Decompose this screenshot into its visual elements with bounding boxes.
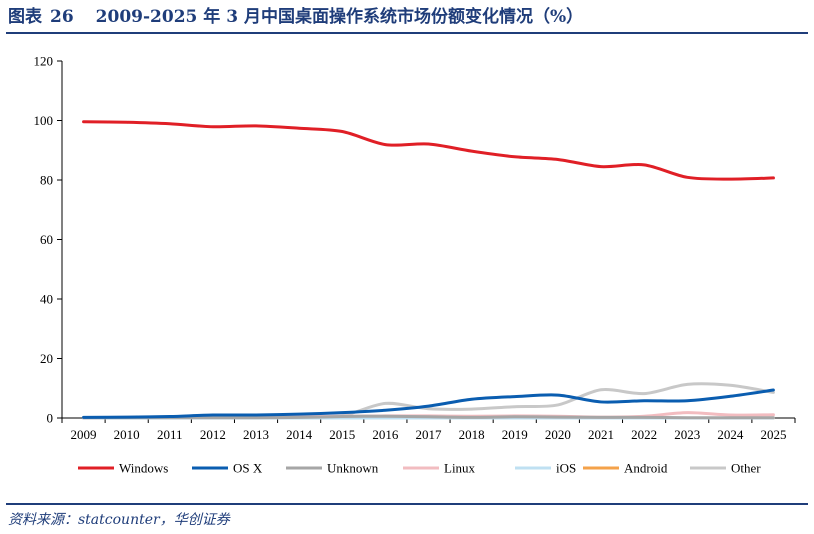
x-tick-label: 2024 — [717, 427, 744, 442]
legend-item-android: Android — [583, 461, 668, 476]
x-tick-label: 2010 — [114, 427, 140, 442]
x-tick-label: 2025 — [760, 427, 786, 442]
legend-item-os-x: OS X — [192, 461, 263, 476]
x-tick-label: 2016 — [372, 427, 399, 442]
legend-label: OS X — [233, 461, 263, 476]
x-tick-label: 2018 — [459, 427, 485, 442]
x-tick-label: 2011 — [157, 427, 183, 442]
figure-title-text: 2009-2025 年 3 月中国桌面操作系统市场份额变化情况（%） — [95, 7, 584, 27]
legend-item-unknown: Unknown — [286, 461, 379, 476]
x-tick-label: 2020 — [545, 427, 571, 442]
x-tick-label: 2015 — [329, 427, 355, 442]
x-tick-label: 2017 — [416, 427, 443, 442]
legend: Windows OS X Unknown Linux iOS Android Other — [78, 461, 761, 476]
legend-label: Unknown — [327, 461, 379, 476]
x-axis: 2009 2010 2011 2012 2013 2014 2015 2016 2017 2018… — [61, 417, 796, 442]
y-tick-label: 120 — [34, 54, 54, 69]
y-tick-label: 20 — [40, 351, 53, 366]
y-tick-label: 100 — [34, 113, 54, 128]
legend-label: iOS — [556, 461, 576, 476]
legend-item-ios: iOS — [515, 461, 576, 476]
figure-title: 图表 26 2009-2025 年 3 月中国桌面操作系统市场份额变化情况（%） — [8, 4, 583, 30]
legend-label: Other — [731, 461, 761, 476]
legend-label: Windows — [119, 461, 168, 476]
series-line-windows — [82, 120, 775, 181]
x-tick-label: 2009 — [71, 427, 97, 442]
x-tick-label: 2023 — [674, 427, 700, 442]
series-lines — [82, 120, 775, 420]
legend-item-other: Other — [690, 461, 761, 476]
y-axis: 0 20 40 60 80 100 120 — [34, 54, 63, 426]
x-tick-label: 2013 — [243, 427, 269, 442]
legend-item-linux: Linux — [403, 461, 476, 476]
legend-label: Android — [624, 461, 668, 476]
y-tick-label: 0 — [47, 411, 54, 426]
series-line-unknown — [82, 414, 775, 420]
x-tick-label: 2019 — [502, 427, 528, 442]
y-tick-label: 40 — [40, 292, 53, 307]
title-rule — [6, 32, 808, 34]
source-rule — [6, 503, 808, 505]
y-tick-label: 60 — [40, 232, 53, 247]
y-tick-label: 80 — [40, 173, 53, 188]
figure-number: 26 — [50, 7, 74, 27]
x-tick-label: 2014 — [286, 427, 313, 442]
figure-label: 图表 — [8, 7, 42, 27]
source-note: 资料来源：statcounter，华创证券 — [8, 512, 230, 528]
line-chart: 0 20 40 60 80 100 120 2009 2010 2011 2012 2013 2014… — [34, 54, 796, 476]
series-line-os-x — [82, 388, 775, 419]
legend-label: Linux — [444, 461, 476, 476]
x-tick-label: 2022 — [631, 427, 657, 442]
x-tick-label: 2021 — [588, 427, 614, 442]
x-tick-label: 2012 — [200, 427, 226, 442]
legend-item-windows: Windows — [78, 461, 168, 476]
